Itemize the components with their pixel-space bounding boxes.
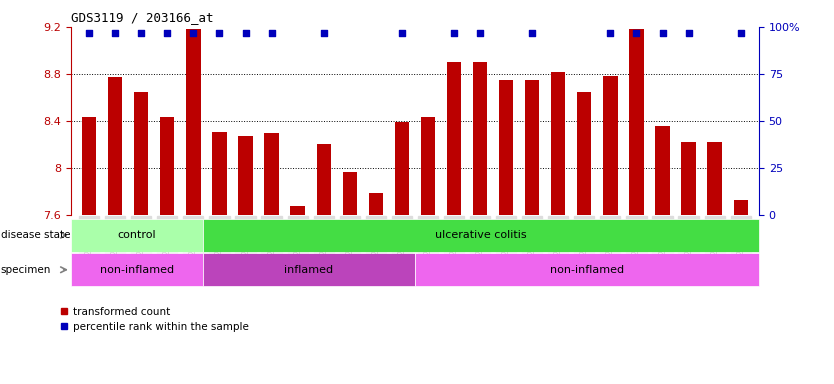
Bar xyxy=(264,133,279,215)
Bar xyxy=(213,132,227,215)
Point xyxy=(161,30,174,36)
Text: control: control xyxy=(118,230,156,240)
Bar xyxy=(134,91,148,215)
Bar xyxy=(473,62,487,215)
Bar xyxy=(203,253,415,286)
Point xyxy=(213,30,226,36)
Bar xyxy=(421,118,435,215)
Point xyxy=(630,30,643,36)
Bar xyxy=(603,76,617,215)
Bar xyxy=(160,118,174,215)
Bar xyxy=(290,205,304,215)
Point xyxy=(317,30,330,36)
Bar xyxy=(656,126,670,215)
Bar xyxy=(203,219,759,252)
Point xyxy=(395,30,409,36)
Bar xyxy=(343,172,357,215)
Bar xyxy=(394,122,409,215)
Point xyxy=(108,30,122,36)
Text: non-inflamed: non-inflamed xyxy=(100,265,174,275)
Bar xyxy=(734,200,748,215)
Point xyxy=(447,30,460,36)
Point xyxy=(83,30,96,36)
Text: inflamed: inflamed xyxy=(284,265,334,275)
Point xyxy=(525,30,539,36)
Point xyxy=(474,30,487,36)
Point xyxy=(682,30,696,36)
Bar xyxy=(108,78,123,215)
Bar xyxy=(239,136,253,215)
Point xyxy=(604,30,617,36)
Text: GDS3119 / 203166_at: GDS3119 / 203166_at xyxy=(71,11,214,24)
Legend: transformed count, percentile rank within the sample: transformed count, percentile rank withi… xyxy=(59,307,249,332)
Bar xyxy=(82,118,96,215)
Point xyxy=(734,30,747,36)
Point xyxy=(656,30,669,36)
Bar xyxy=(681,142,696,215)
Bar xyxy=(447,62,461,215)
Bar xyxy=(369,193,383,215)
Bar xyxy=(415,253,759,286)
Point xyxy=(239,30,252,36)
Point xyxy=(265,30,279,36)
Bar xyxy=(71,219,203,252)
Text: disease state: disease state xyxy=(1,230,70,240)
Bar xyxy=(707,142,721,215)
Bar xyxy=(630,29,644,215)
Bar xyxy=(317,144,331,215)
Bar xyxy=(499,80,513,215)
Point xyxy=(134,30,148,36)
Bar xyxy=(551,71,565,215)
Bar xyxy=(525,80,540,215)
Bar xyxy=(577,91,591,215)
Text: non-inflamed: non-inflamed xyxy=(550,265,624,275)
Point xyxy=(187,30,200,36)
Bar xyxy=(186,29,200,215)
Text: specimen: specimen xyxy=(1,265,51,275)
Text: ulcerative colitis: ulcerative colitis xyxy=(435,230,527,240)
Bar xyxy=(71,253,203,286)
